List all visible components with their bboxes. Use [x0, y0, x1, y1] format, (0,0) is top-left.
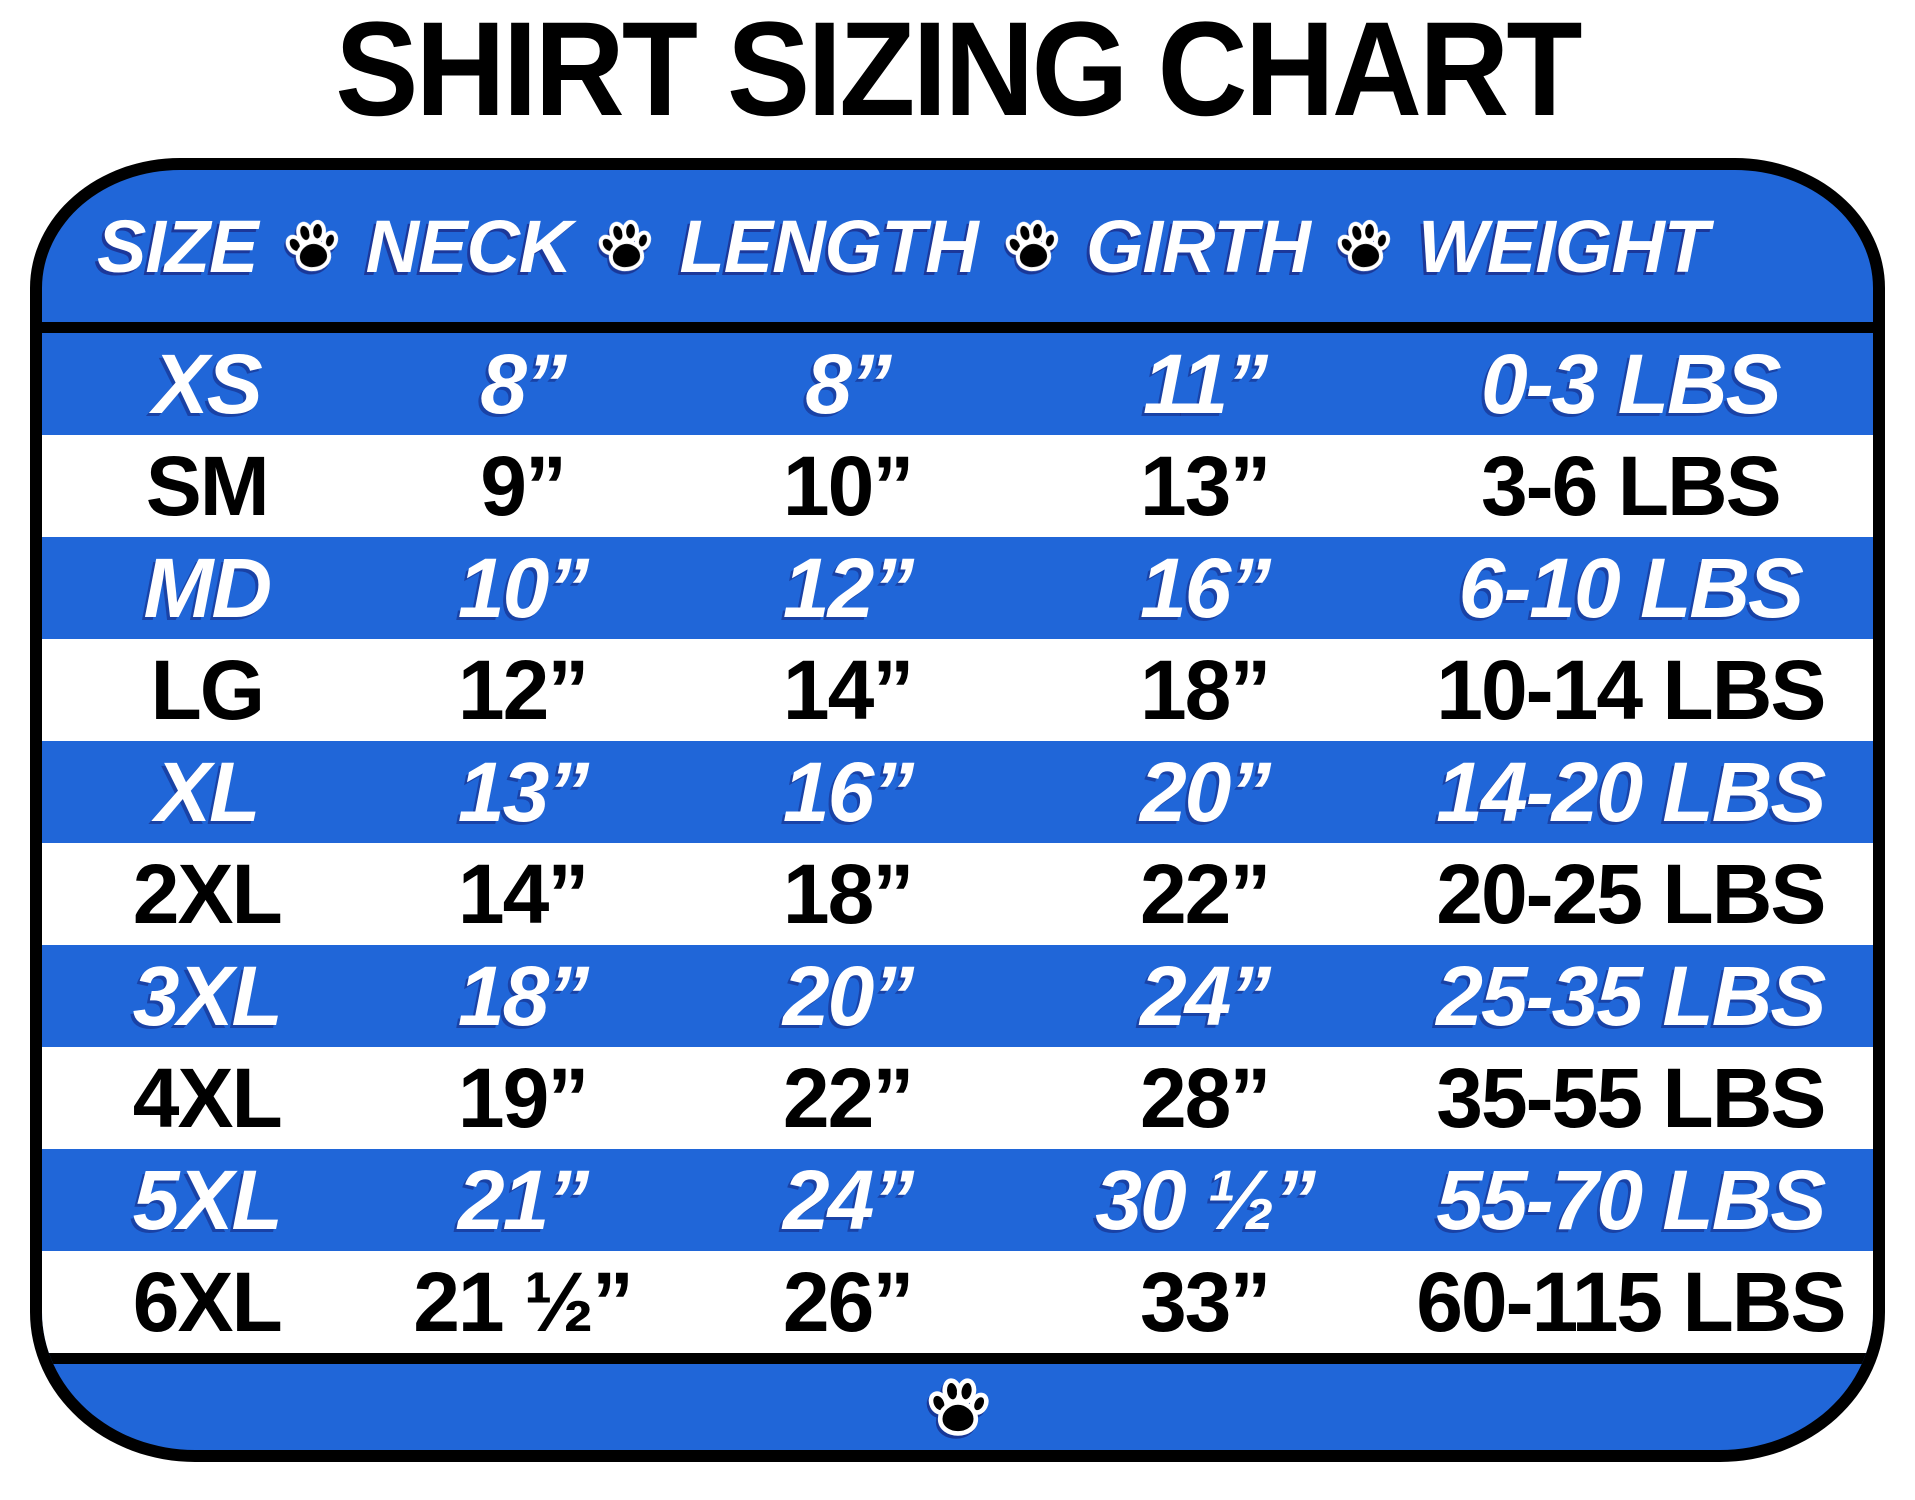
cell-size: SM	[145, 438, 270, 533]
cell-weight: 60-115 LBS	[1416, 1254, 1846, 1349]
table-row-sm: SM 9” 10” 13” 3-6 LBS	[42, 435, 1873, 537]
cell-length: 10”	[782, 438, 914, 533]
cell-weight: 6-10 LBS	[1458, 540, 1804, 635]
cell-length: 12”	[782, 540, 914, 635]
cell-length: 22”	[782, 1050, 914, 1145]
cell-length: 18”	[782, 846, 914, 941]
cell-weight: 10-14 LBS	[1436, 642, 1826, 737]
cell-girth: 16”	[1139, 540, 1271, 635]
cell-length: 24”	[782, 1152, 914, 1247]
cell-girth: 20”	[1139, 744, 1271, 839]
cell-neck: 21 ½”	[413, 1254, 634, 1349]
footer-separator-line	[42, 1353, 1873, 1364]
column-header-length: LENGTH	[679, 204, 979, 288]
header-separator-line	[42, 322, 1873, 333]
table-row-6xl: 6XL 21 ½” 26” 33” 60-115 LBS	[42, 1251, 1873, 1353]
cell-girth: 22”	[1139, 846, 1271, 941]
cell-neck: 21”	[457, 1152, 589, 1247]
table-body: XS 8” 8” 11” 0-3 LBS SM 9” 10” 13” 3-6 LBS MD 10” 12…	[42, 333, 1873, 1353]
cell-size: MD	[143, 540, 272, 635]
cell-weight: 35-55 LBS	[1436, 1050, 1826, 1145]
cell-size: 2XL	[132, 846, 283, 941]
cell-size: LG	[150, 642, 265, 737]
cell-neck: 9”	[480, 438, 567, 533]
cell-size: XL	[155, 744, 260, 839]
cell-length: 26”	[782, 1254, 914, 1349]
cell-neck: 14”	[457, 846, 589, 941]
cell-girth: 33”	[1139, 1254, 1271, 1349]
table-footer	[42, 1364, 1873, 1450]
cell-girth: 11”	[1143, 336, 1268, 431]
cell-girth: 24”	[1139, 948, 1271, 1043]
table-row-4xl: 4XL 19” 22” 28” 35-55 LBS	[42, 1047, 1873, 1149]
table-row-5xl: 5XL 21” 24” 30 ½” 55-70 LBS	[42, 1149, 1873, 1251]
table-row-xl: XL 13” 16” 20” 14-20 LBS	[42, 741, 1873, 843]
column-header-size: SIZE	[97, 204, 258, 288]
cell-girth: 18”	[1139, 642, 1271, 737]
cell-size: 3XL	[132, 948, 283, 1043]
column-header-neck: NECK	[365, 204, 573, 288]
paw-print-icon	[591, 203, 659, 288]
cell-weight: 25-35 LBS	[1436, 948, 1826, 1043]
cell-weight: 20-25 LBS	[1436, 846, 1826, 941]
table-row-3xl: 3XL 18” 20” 24” 25-35 LBS	[42, 945, 1873, 1047]
cell-girth: 30 ½”	[1095, 1152, 1316, 1247]
cell-weight: 55-70 LBS	[1436, 1152, 1826, 1247]
cell-weight: 3-6 LBS	[1480, 438, 1782, 533]
cell-size: XS	[152, 336, 263, 431]
sizing-chart-panel: SIZE NECK LENGTH GIRTH WEIGHT XS 8” 8” 11” 0-3 L…	[30, 158, 1885, 1462]
table-row-lg: LG 12” 14” 18” 10-14 LBS	[42, 639, 1873, 741]
cell-girth: 13”	[1139, 438, 1271, 533]
cell-weight: 14-20 LBS	[1436, 744, 1826, 839]
cell-weight: 0-3 LBS	[1480, 336, 1782, 431]
cell-neck: 8”	[480, 336, 567, 431]
table-row-md: MD 10” 12” 16” 6-10 LBS	[42, 537, 1873, 639]
table-row-xs: XS 8” 8” 11” 0-3 LBS	[42, 333, 1873, 435]
cell-neck: 12”	[457, 642, 589, 737]
page-title: SHIRT SIZING CHART	[335, 0, 1582, 144]
cell-size: 6XL	[132, 1254, 283, 1349]
cell-neck: 19”	[457, 1050, 589, 1145]
table-row-2xl: 2XL 14” 18” 22” 20-25 LBS	[42, 843, 1873, 945]
cell-size: 5XL	[132, 1152, 283, 1247]
column-header-girth: GIRTH	[1085, 204, 1311, 288]
paw-print-icon	[1330, 203, 1398, 288]
cell-length: 16”	[782, 744, 914, 839]
cell-length: 14”	[782, 642, 914, 737]
paw-print-icon	[277, 203, 345, 288]
cell-neck: 13”	[457, 744, 589, 839]
cell-neck: 10”	[457, 540, 589, 635]
table-header-row: SIZE NECK LENGTH GIRTH WEIGHT	[42, 170, 1873, 322]
paw-print-icon	[925, 1365, 991, 1449]
paw-print-icon	[998, 203, 1066, 288]
cell-size: 4XL	[132, 1050, 283, 1145]
cell-neck: 18”	[457, 948, 589, 1043]
cell-girth: 28”	[1139, 1050, 1271, 1145]
cell-length: 8”	[805, 336, 892, 431]
cell-length: 20”	[782, 948, 914, 1043]
column-header-weight: WEIGHT	[1418, 204, 1709, 288]
